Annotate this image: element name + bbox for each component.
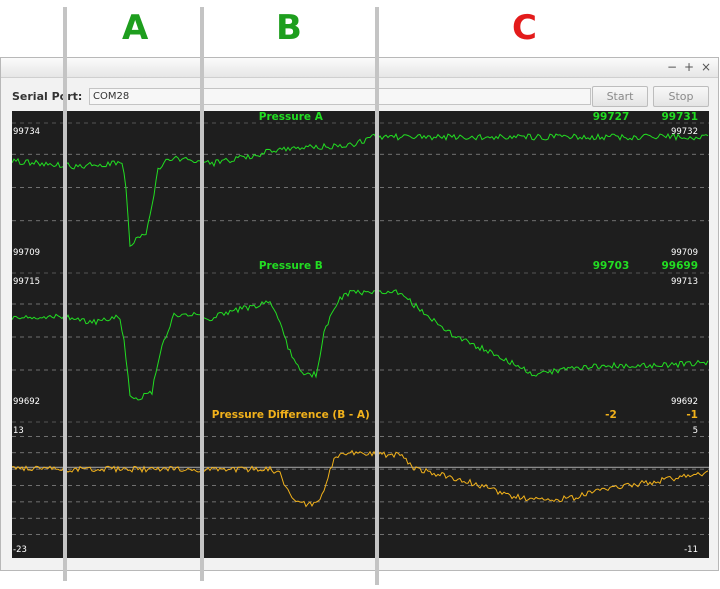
chart0-title: Pressure A <box>259 111 324 123</box>
chart1-ytick-top-right: 99713 <box>671 277 698 287</box>
divider-line-a <box>63 7 67 581</box>
chart0-readout-right: 99731 <box>661 111 698 123</box>
section-label-a: A <box>122 8 149 48</box>
chart1-ytick-top-left: 99715 <box>13 277 40 287</box>
stop-button[interactable]: Stop <box>653 86 709 107</box>
chart2-title: Pressure Difference (B - A) <box>212 409 370 421</box>
divider-line-c <box>375 7 379 585</box>
chart2-ytick-bottom-right: -11 <box>684 545 698 555</box>
plot-area: Pressure A 99727 99731 99734 99709 99732 99709… <box>12 111 709 558</box>
start-button[interactable]: Start <box>592 86 648 107</box>
chart1-ytick-bottom-left: 99692 <box>13 397 40 407</box>
section-label-c: C <box>512 8 537 48</box>
charts-svg: Pressure A 99727 99731 99734 99709 99732 99709… <box>12 111 709 555</box>
chart0-series-line <box>12 132 709 248</box>
chart0-ytick-bottom-right: 99709 <box>671 248 698 258</box>
serial-port-label: Serial Port: <box>12 90 83 103</box>
chart0-ytick-top-left: 99734 <box>13 127 40 137</box>
close-icon[interactable]: × <box>700 60 712 74</box>
serial-port-input[interactable] <box>89 88 591 105</box>
section-label-b: B <box>276 8 302 48</box>
chart0-ytick-bottom-left: 99709 <box>13 248 40 258</box>
chart1-readout-right: 99699 <box>661 260 698 272</box>
divider-line-b <box>200 7 204 581</box>
chart2-readout-left: -2 <box>605 409 617 421</box>
chart1-readout-left: 99703 <box>593 260 630 272</box>
maximize-icon[interactable]: + <box>683 60 695 74</box>
title-bar: − + × <box>1 58 718 78</box>
chart2-series-line <box>12 449 709 508</box>
chart1-ytick-bottom-right: 99692 <box>671 397 698 407</box>
chart2-ytick-bottom-left: -23 <box>13 545 27 555</box>
chart0-readout-left: 99727 <box>593 111 630 123</box>
chart1-title: Pressure B <box>259 260 323 272</box>
chart2-ytick-top-right: 5 <box>693 426 698 436</box>
chart0-ytick-top-right: 99732 <box>671 127 698 137</box>
chart1-series-line <box>12 289 709 401</box>
chart2-ytick-top-left: 13 <box>13 426 24 436</box>
chart2-readout-right: -1 <box>686 409 698 421</box>
serial-plotter-window: − + × Serial Port: Start Stop Pressure A… <box>0 57 719 571</box>
minimize-icon[interactable]: − <box>666 60 678 74</box>
